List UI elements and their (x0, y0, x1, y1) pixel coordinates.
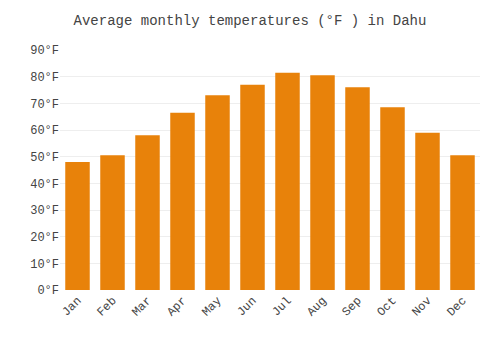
svg-text:10°F: 10°F (30, 258, 59, 272)
svg-text:20°F: 20°F (30, 231, 59, 245)
svg-text:Average monthly temperatures (: Average monthly temperatures (°F ) in Da… (74, 13, 427, 29)
svg-text:Dec: Dec (444, 294, 469, 319)
svg-text:Aug: Aug (304, 294, 329, 319)
svg-text:0°F: 0°F (37, 284, 59, 298)
svg-text:Sep: Sep (339, 294, 364, 319)
svg-text:50°F: 50°F (30, 151, 59, 165)
svg-text:60°F: 60°F (30, 124, 59, 138)
svg-text:Feb: Feb (94, 294, 119, 319)
svg-text:80°F: 80°F (30, 71, 59, 85)
svg-text:May: May (199, 294, 224, 319)
svg-text:40°F: 40°F (30, 178, 59, 192)
svg-text:Mar: Mar (129, 294, 154, 319)
svg-text:Apr: Apr (164, 294, 189, 319)
svg-text:30°F: 30°F (30, 204, 59, 218)
svg-text:Jan: Jan (59, 294, 84, 319)
svg-text:Jul: Jul (269, 294, 294, 319)
svg-text:90°F: 90°F (30, 44, 59, 58)
svg-text:Nov: Nov (409, 294, 434, 319)
svg-text:Jun: Jun (234, 294, 259, 319)
svg-text:70°F: 70°F (30, 98, 59, 112)
svg-text:Oct: Oct (374, 294, 399, 319)
